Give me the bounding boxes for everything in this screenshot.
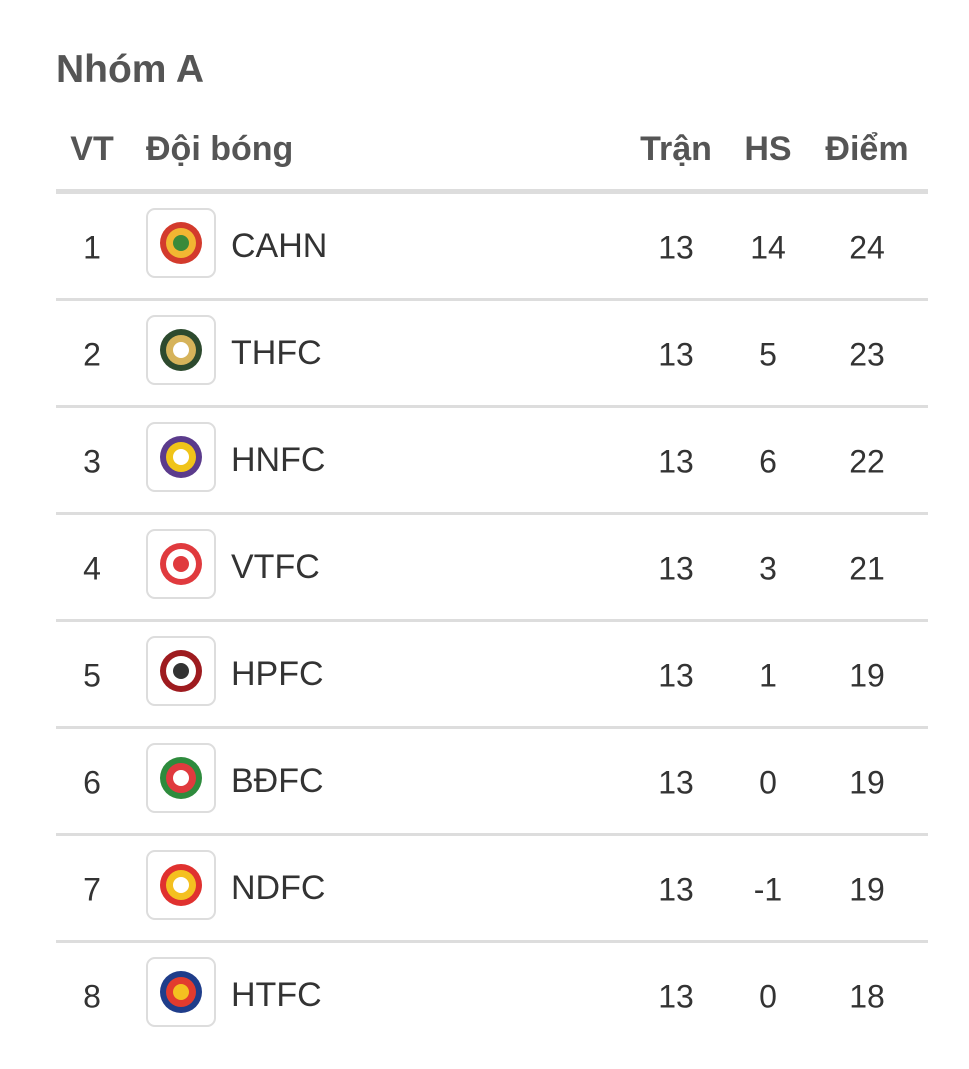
header-team: Đội bóng xyxy=(146,130,294,168)
table-row[interactable]: 5 HPFC 13 1 19 xyxy=(56,622,928,729)
position: 5 xyxy=(83,657,101,693)
row-divider xyxy=(56,726,928,729)
team-logo-icon xyxy=(146,422,216,492)
goal-difference: 14 xyxy=(750,229,786,265)
position: 8 xyxy=(83,978,101,1014)
matches-played: 13 xyxy=(658,336,694,372)
points: 24 xyxy=(849,229,885,265)
table-row[interactable]: 3 HNFC 13 6 22 xyxy=(56,408,928,515)
table-row[interactable]: 1 CAHN 13 14 24 xyxy=(56,194,928,301)
header-goal-diff: HS xyxy=(744,130,792,168)
matches-played: 13 xyxy=(658,657,694,693)
team-logo-icon xyxy=(146,743,216,813)
points: 19 xyxy=(849,871,885,907)
table-row[interactable]: 7 NDFC 13 -1 19 xyxy=(56,836,928,943)
team-logo-icon xyxy=(146,529,216,599)
table-row[interactable]: 8 HTFC 13 0 18 xyxy=(56,943,928,1050)
points: 21 xyxy=(849,550,885,586)
matches-played: 13 xyxy=(658,550,694,586)
team-name[interactable]: THFC xyxy=(231,334,322,372)
row-divider xyxy=(56,833,928,836)
row-divider xyxy=(56,619,928,622)
matches-played: 13 xyxy=(658,871,694,907)
header-position: VT xyxy=(70,130,114,168)
table-row[interactable]: 6 BĐFC 13 0 19 xyxy=(56,729,928,836)
team-name[interactable]: VTFC xyxy=(231,548,320,586)
table-row[interactable]: 4 VTFC 13 3 21 xyxy=(56,515,928,622)
matches-played: 13 xyxy=(658,978,694,1014)
row-divider xyxy=(56,298,928,301)
position: 7 xyxy=(83,871,101,907)
team-name[interactable]: CAHN xyxy=(231,227,328,265)
row-divider xyxy=(56,940,928,943)
position: 1 xyxy=(83,229,101,265)
team-name[interactable]: HPFC xyxy=(231,655,324,693)
row-divider xyxy=(56,512,928,515)
team-logo-icon xyxy=(146,636,216,706)
matches-played: 13 xyxy=(658,764,694,800)
points: 22 xyxy=(849,443,885,479)
position: 3 xyxy=(83,443,101,479)
goal-difference: 3 xyxy=(759,550,777,586)
team-logo-icon xyxy=(146,315,216,385)
matches-played: 13 xyxy=(658,443,694,479)
position: 6 xyxy=(83,764,101,800)
goal-difference: 0 xyxy=(759,764,777,800)
points: 23 xyxy=(849,336,885,372)
position: 2 xyxy=(83,336,101,372)
team-logo-icon xyxy=(146,957,216,1027)
team-logo-icon xyxy=(146,208,216,278)
matches-played: 13 xyxy=(658,229,694,265)
header-points: Điểm xyxy=(825,130,909,168)
row-divider xyxy=(56,405,928,408)
team-name[interactable]: HTFC xyxy=(231,976,322,1014)
goal-difference: -1 xyxy=(753,871,783,907)
goal-difference: 5 xyxy=(759,336,777,372)
group-title: Nhóm A xyxy=(56,48,205,91)
team-name[interactable]: BĐFC xyxy=(231,762,324,800)
team-name[interactable]: NDFC xyxy=(231,869,326,907)
goal-difference: 0 xyxy=(759,978,777,1014)
header-played: Trận xyxy=(640,130,712,168)
team-logo-icon xyxy=(146,850,216,920)
goal-difference: 1 xyxy=(759,657,777,693)
header-divider xyxy=(56,189,928,194)
goal-difference: 6 xyxy=(759,443,777,479)
points: 19 xyxy=(849,764,885,800)
table-row[interactable]: 2 THFC 13 5 23 xyxy=(56,301,928,408)
position: 4 xyxy=(83,550,101,586)
team-name[interactable]: HNFC xyxy=(231,441,326,479)
points: 18 xyxy=(849,978,885,1014)
points: 19 xyxy=(849,657,885,693)
